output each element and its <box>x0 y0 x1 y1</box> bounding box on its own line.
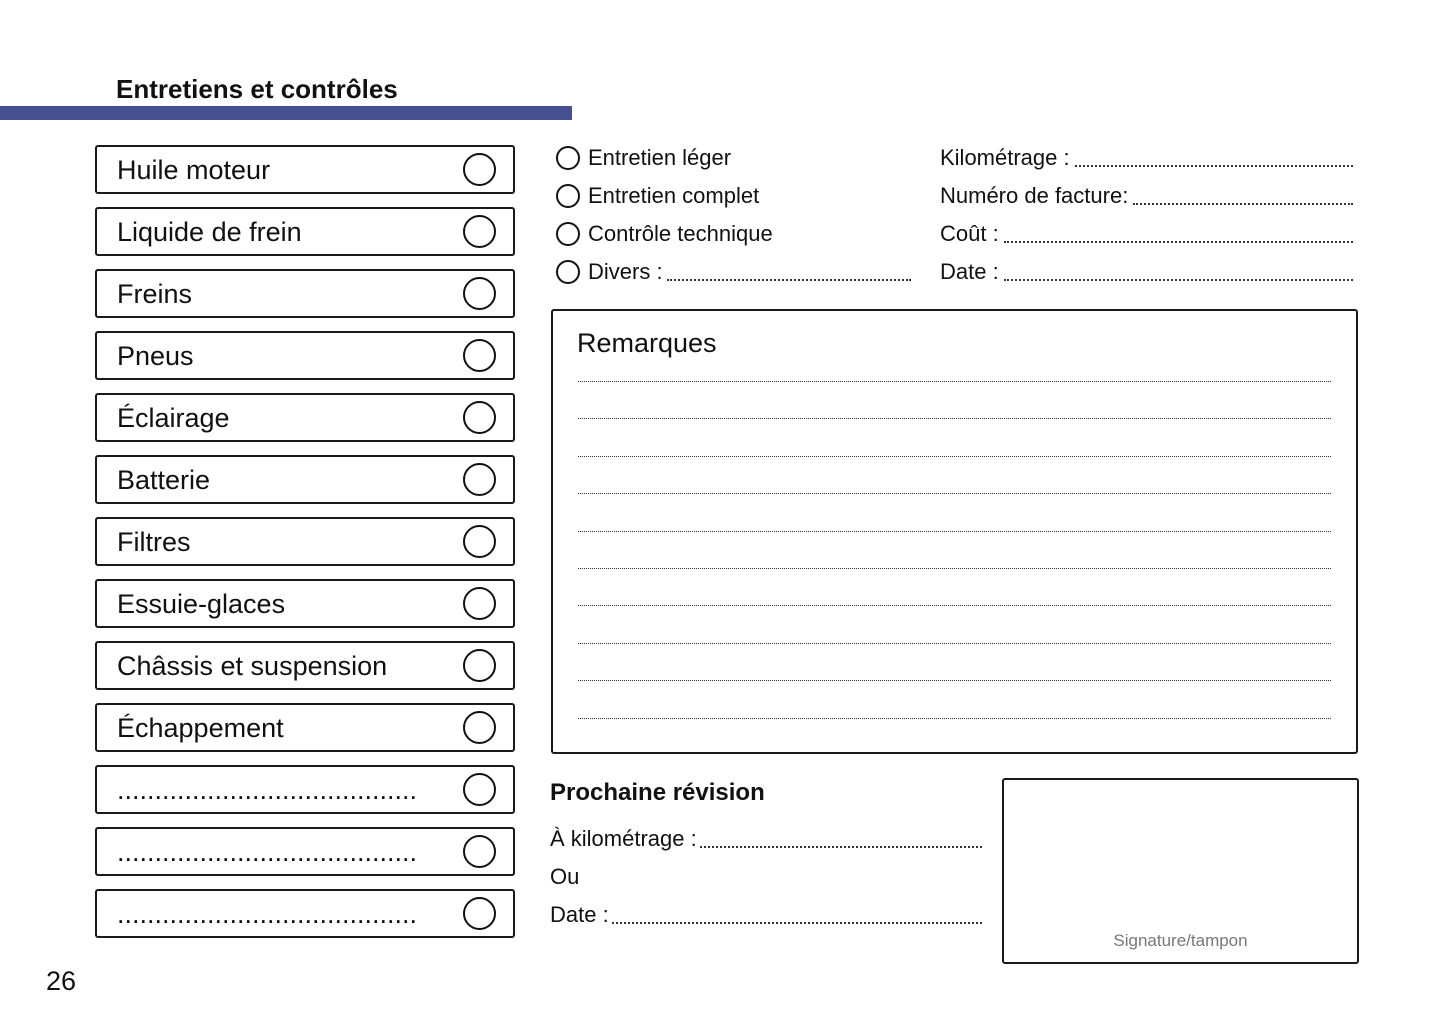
service-type-label: Entretien léger <box>588 145 732 170</box>
checkbox-circle-icon[interactable] <box>463 525 496 558</box>
checklist-item-label: Échappement <box>117 713 284 743</box>
checkbox-circle-icon[interactable] <box>463 649 496 682</box>
checklist-item: Huile moteur <box>95 145 515 194</box>
radio-circle-icon[interactable] <box>556 222 580 246</box>
checkbox-circle-icon[interactable] <box>463 463 496 496</box>
checklist-item-label: Essuie-glaces <box>117 589 286 619</box>
remarks-line[interactable] <box>578 717 1331 719</box>
checkbox-circle-icon[interactable] <box>463 711 496 744</box>
signature-box[interactable] <box>1002 778 1359 964</box>
next-date-label: Date : <box>550 902 609 927</box>
checklist-item-label: Châssis et suspension <box>117 651 388 681</box>
dotted-line <box>1074 165 1353 167</box>
remarks-line[interactable] <box>578 530 1331 532</box>
dotted-line <box>1133 203 1353 205</box>
remarks-line[interactable] <box>578 605 1331 607</box>
checkbox-circle-icon[interactable] <box>463 773 496 806</box>
remarks-line[interactable] <box>578 381 1331 382</box>
checklist-item-label: Pneus <box>117 341 194 371</box>
checklist-item: Liquide de frein <box>95 207 515 256</box>
checklist-item-label: Liquide de frein <box>117 217 302 247</box>
dotted-line <box>1003 241 1353 243</box>
checklist-item-label: ........................................ <box>117 775 418 805</box>
checklist-item-label: Filtres <box>117 527 191 557</box>
service-field[interactable]: Kilométrage : <box>940 145 1353 171</box>
remarks-line[interactable] <box>578 493 1331 495</box>
checklist-item: Échappement <box>95 703 515 752</box>
remarks-line[interactable] <box>578 418 1331 420</box>
checkbox-circle-icon[interactable] <box>463 897 496 930</box>
service-field[interactable]: Coût : <box>940 221 1353 247</box>
checklist-item: ........................................ <box>95 765 515 814</box>
checklist-item-label: ........................................ <box>117 837 418 867</box>
checklist-item-label: Huile moteur <box>117 155 271 185</box>
service-field[interactable]: Date : <box>940 259 1353 285</box>
checklist-item: Pneus <box>95 331 515 380</box>
checklist-item: Filtres <box>95 517 515 566</box>
title-accent-bar <box>0 106 572 120</box>
dotted-line <box>699 846 982 848</box>
field-label: Kilométrage : <box>940 145 1070 170</box>
dotted-line <box>1003 279 1353 281</box>
dotted-line <box>611 922 982 924</box>
checklist-item-label: Freins <box>117 279 193 309</box>
next-service-title: Prochaine révision <box>550 779 765 806</box>
service-type-option[interactable]: Entretien complet <box>556 183 759 209</box>
checkbox-circle-icon[interactable] <box>463 339 496 372</box>
page-number: 26 <box>46 966 77 996</box>
checklist-item: Batterie <box>95 455 515 504</box>
checklist-item: ........................................ <box>95 889 515 938</box>
service-field[interactable]: Numéro de facture: <box>940 183 1353 209</box>
radio-circle-icon[interactable] <box>556 184 580 208</box>
service-type-label: Contrôle technique <box>588 221 773 246</box>
service-type-label: Divers : <box>588 259 663 284</box>
checklist-item-label: Batterie <box>117 465 211 495</box>
or-label: Ou <box>550 864 580 889</box>
field-label: Coût : <box>940 221 999 246</box>
or-label-row: Ou <box>550 864 982 890</box>
remarks-line[interactable] <box>578 680 1331 682</box>
next-km-field[interactable]: À kilométrage : <box>550 826 982 852</box>
field-label: Date : <box>940 259 999 284</box>
checkbox-circle-icon[interactable] <box>463 587 496 620</box>
service-type-option[interactable]: Contrôle technique <box>556 221 773 247</box>
checklist-item: ........................................ <box>95 827 515 876</box>
checklist-item: Freins <box>95 269 515 318</box>
service-type-label: Entretien complet <box>588 183 760 208</box>
field-label: Numéro de facture: <box>940 183 1129 208</box>
signature-label: Signature/tampon <box>1113 931 1248 950</box>
remarks-title: Remarques <box>577 328 717 358</box>
checkbox-circle-icon[interactable] <box>463 835 496 868</box>
checkbox-circle-icon[interactable] <box>463 215 496 248</box>
next-km-label: À kilométrage : <box>550 826 697 851</box>
checklist-item: Éclairage <box>95 393 515 442</box>
service-type-option[interactable]: Entretien léger <box>556 145 731 171</box>
radio-circle-icon[interactable] <box>556 260 580 284</box>
checklist-item-label: Éclairage <box>117 403 230 433</box>
remarks-line[interactable] <box>578 568 1331 569</box>
remarks-line[interactable] <box>578 455 1331 457</box>
next-date-field[interactable]: Date : <box>550 902 982 928</box>
checklist-item-label: ........................................ <box>117 899 418 929</box>
dotted-line <box>666 279 911 281</box>
service-type-option[interactable]: Divers : <box>556 259 911 285</box>
checklist-item: Châssis et suspension <box>95 641 515 690</box>
checkbox-circle-icon[interactable] <box>463 153 496 186</box>
remarks-box <box>551 309 1358 754</box>
section-title: Entretiens et contrôles <box>116 74 398 104</box>
checklist-item: Essuie-glaces <box>95 579 515 628</box>
remarks-line[interactable] <box>578 642 1331 644</box>
checkbox-circle-icon[interactable] <box>463 277 496 310</box>
checkbox-circle-icon[interactable] <box>463 401 496 434</box>
radio-circle-icon[interactable] <box>556 146 580 170</box>
